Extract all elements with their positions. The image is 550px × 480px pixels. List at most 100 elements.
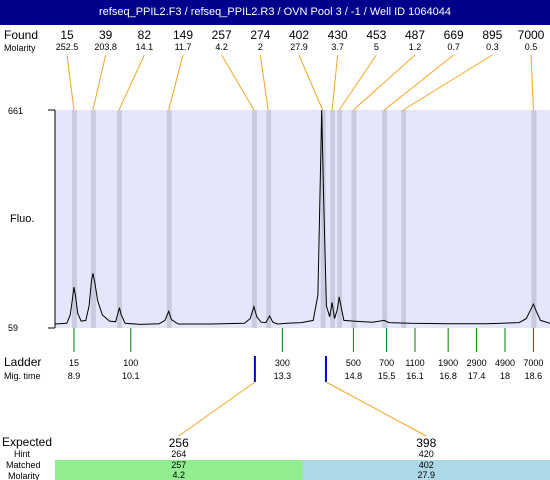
found-peak-connector: [331, 54, 339, 111]
peak-band: [71, 110, 77, 328]
peak-band: [337, 110, 343, 328]
found-peak-connector: [92, 54, 107, 111]
found-peak-size: 82: [138, 28, 152, 42]
found-peak-connector: [118, 54, 145, 111]
found-peak-connector: [259, 54, 269, 111]
peak-band: [401, 110, 407, 328]
found-peak-size: 257: [212, 28, 232, 42]
fluorescence-trace: [54, 109, 550, 325]
peak-band: [531, 110, 537, 328]
found-peak-connector: [530, 54, 534, 111]
ladder-size: 700: [379, 358, 394, 368]
found-peak-connector: [383, 54, 454, 111]
found-peak-molarity: 203.8: [94, 42, 117, 52]
found-peak-connector: [66, 54, 75, 111]
ladder-size: 100: [123, 358, 138, 368]
found-peak-molarity: 5: [374, 42, 379, 52]
peak-band: [90, 110, 96, 328]
found-peak-size: 39: [99, 28, 113, 42]
expected-molarity: 27.9: [417, 470, 435, 480]
y-axis-label: Fluo.: [10, 213, 34, 225]
found-peak-size: 895: [482, 28, 502, 42]
y-tick-max: 661: [8, 106, 23, 116]
matched-band: [302, 460, 550, 480]
found-peak-molarity: 3.7: [331, 42, 344, 52]
expected-hint: 264: [171, 449, 186, 459]
ladder-size: 300: [275, 358, 290, 368]
matched-row-label: Matched: [6, 460, 41, 470]
expected-hint: 420: [419, 449, 434, 459]
molarity-bottom-row-label: Molarity: [8, 471, 40, 480]
found-peak-molarity: 0.5: [525, 42, 538, 52]
peak-band: [266, 110, 272, 328]
molarity-row-label: Molarity: [4, 43, 36, 53]
found-peak-connector: [402, 54, 493, 111]
plot-area: [55, 110, 550, 328]
expected-matched: 257: [171, 460, 186, 470]
ladder-size: 1900: [438, 358, 458, 368]
found-peak-molarity: 27.9: [290, 42, 308, 52]
peak-band: [251, 110, 257, 328]
found-peak-size: 7000: [518, 28, 545, 42]
ladder-mig-time: 13.3: [274, 371, 292, 381]
expected-connector: [178, 381, 256, 437]
found-peak-size: 149: [173, 28, 193, 42]
found-peak-connector: [221, 54, 255, 111]
mig-time-row-label: Mig. time: [4, 371, 41, 381]
found-peak-molarity: 0.7: [447, 42, 460, 52]
ladder-mig-time: 16.8: [439, 371, 457, 381]
hint-row-label: Hint: [14, 449, 31, 459]
found-peak-size: 430: [328, 28, 348, 42]
found-peak-size: 453: [366, 28, 386, 42]
expected-matched: 402: [419, 460, 434, 470]
found-peak-molarity: 1.2: [409, 42, 422, 52]
found-peak-size: 274: [250, 28, 270, 42]
ladder-mig-time: 16.1: [406, 371, 424, 381]
found-peak-molarity: 0.3: [486, 42, 499, 52]
found-peak-size: 487: [405, 28, 425, 42]
found-peak-connector: [298, 54, 324, 111]
found-peak-size: 402: [289, 28, 309, 42]
ladder-size: 2900: [467, 358, 487, 368]
ladder-mig-time: 14.8: [345, 371, 363, 381]
matched-band: [55, 460, 303, 480]
expected-molarity: 4.2: [172, 470, 185, 480]
window-title: refseq_PPIL2.F3 / refseq_PPIL2.R3 / OVN …: [99, 6, 451, 18]
peak-band: [116, 110, 122, 328]
found-peak-size: 15: [60, 28, 74, 42]
found-row-label: Found: [4, 28, 38, 42]
found-peak-connector: [353, 54, 416, 111]
ladder-mig-time: 8.9: [68, 371, 81, 381]
ladder-size: 1100: [405, 358, 424, 368]
found-peak-connector: [168, 54, 184, 111]
peak-band: [166, 110, 172, 328]
found-peak-molarity: 2: [258, 42, 263, 52]
expected-size: 398: [416, 436, 436, 450]
peak-band: [382, 110, 388, 328]
ladder-row-label: Ladder: [4, 355, 41, 369]
expected-size: 256: [169, 436, 189, 450]
found-peak-molarity: 4.2: [215, 42, 228, 52]
found-peak-connector: [338, 54, 377, 111]
ladder-mig-time: 18: [500, 371, 510, 381]
peak-band: [330, 110, 336, 328]
found-peak-molarity: 252.5: [56, 42, 79, 52]
found-peak-size: 669: [444, 28, 464, 42]
found-peak-molarity: 14.1: [136, 42, 154, 52]
ladder-size: 7000: [523, 358, 543, 368]
ladder-size: 500: [346, 358, 361, 368]
ladder-mig-time: 10.1: [122, 371, 140, 381]
expected-row-label: Expected: [2, 435, 52, 449]
found-peak-molarity: 11.7: [175, 42, 192, 52]
y-tick-min: 59: [8, 323, 18, 333]
ladder-mig-time: 18.6: [525, 371, 543, 381]
peak-band: [320, 110, 326, 328]
ladder-size: 4900: [495, 358, 515, 368]
ladder-mig-time: 17.4: [468, 371, 486, 381]
ladder-size: 15: [69, 358, 79, 368]
ladder-mig-time: 15.5: [378, 371, 396, 381]
expected-connector: [325, 381, 427, 437]
title-bar: refseq_PPIL2.F3 / refseq_PPIL2.R3 / OVN …: [0, 0, 550, 25]
peak-band: [351, 110, 357, 328]
